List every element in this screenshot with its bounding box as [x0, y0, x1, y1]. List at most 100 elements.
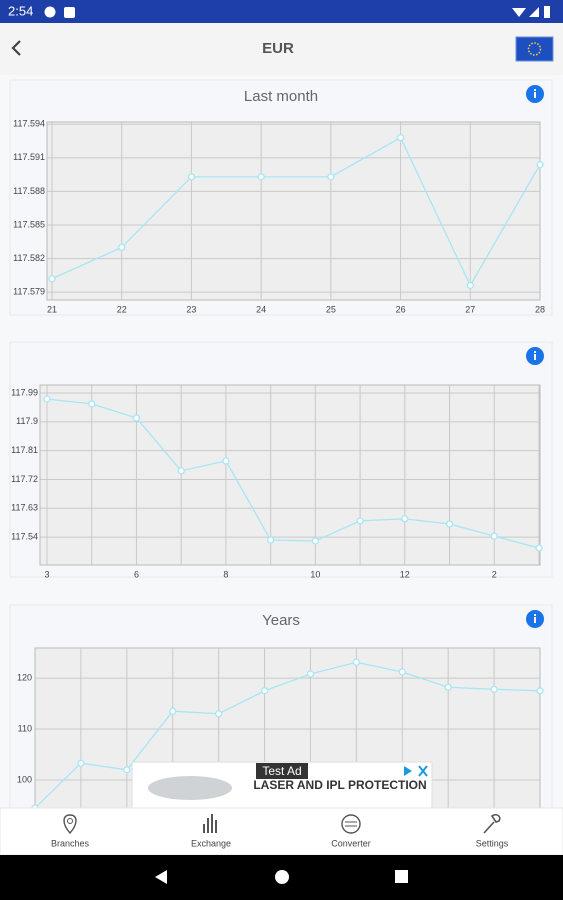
point: [266, 536, 275, 544]
y-tick-label: 117.63: [11, 503, 38, 513]
plot-border: [46, 121, 541, 301]
app-title: EUR: [262, 40, 294, 57]
point: [327, 173, 335, 181]
x-tick-label: 8: [223, 569, 228, 579]
flag-stars: [527, 42, 542, 56]
point: [444, 683, 452, 691]
point: [352, 658, 361, 666]
y-tick-label: 117.579: [13, 287, 45, 297]
nav-labels: Branches Exchange Converter Settings: [51, 838, 509, 848]
charts: Last month 117.579 117.582 117.585 117.588 11…: [11, 88, 545, 832]
y-tick-label: 117.99: [11, 387, 38, 397]
x-tick-label: 3: [44, 569, 49, 579]
info-button[interactable]: [526, 610, 544, 628]
nav-label[interactable]: Converter: [331, 838, 371, 848]
chart-title: Last month: [244, 88, 318, 105]
point: [48, 275, 56, 283]
battery-icon: [544, 6, 550, 18]
x-tick-label: 25: [326, 304, 336, 314]
point: [398, 668, 406, 676]
x-tick-label: 23: [186, 304, 196, 314]
point: [535, 544, 543, 552]
point: [118, 243, 126, 252]
point: [177, 467, 185, 475]
status-time: 2:54: [8, 3, 33, 18]
x-tick-label: 28: [535, 304, 545, 314]
nav-home[interactable]: [275, 870, 289, 884]
point: [490, 685, 498, 693]
plot-area: [47, 122, 540, 300]
nav-label[interactable]: Settings: [476, 838, 509, 848]
nav-icon: [63, 814, 77, 835]
status-icon: [64, 7, 75, 18]
x-tick-label: 22: [117, 304, 127, 314]
x-tick-label: 21: [47, 304, 57, 314]
point: [536, 160, 544, 169]
bottom-nav: [0, 807, 563, 856]
app-bar: [0, 23, 563, 75]
nav-icon: [483, 814, 501, 834]
point: [43, 395, 51, 403]
currency-flag[interactable]: [515, 36, 554, 62]
chart: Last month 117.579 117.582 117.585 117.588 11…: [13, 88, 545, 314]
point: [214, 710, 223, 718]
point: [401, 515, 409, 523]
ad-close[interactable]: [418, 765, 428, 777]
plot-border: [39, 384, 541, 566]
ad-choices[interactable]: [404, 766, 412, 776]
y-tick-label: 100: [17, 774, 32, 784]
ad-image: [148, 776, 232, 800]
y-tick-label: 117.591: [13, 152, 45, 162]
point: [132, 414, 141, 422]
ad-badge: Test Ad: [262, 764, 301, 778]
x-tick-label: 12: [400, 569, 410, 579]
chart: 117.54 117.63 117.72 117.81 117.9 117.99 3 6 8 10…: [11, 384, 543, 579]
signal-icon: [529, 7, 539, 17]
point: [77, 759, 85, 767]
ad-text: LASER AND IPL PROTECTION: [253, 778, 426, 792]
point: [466, 281, 474, 290]
x-tick-label: 24: [256, 304, 266, 314]
line: [51, 136, 541, 287]
chart-title: Years: [262, 612, 300, 629]
line: [34, 661, 541, 809]
nav-label[interactable]: Branches: [51, 838, 90, 848]
point: [311, 537, 320, 545]
x-tick-label: 27: [465, 304, 475, 314]
nav-label[interactable]: Exchange: [191, 838, 231, 848]
status-bar: [0, 0, 563, 23]
nav-recents[interactable]: [395, 870, 408, 883]
y-tick-label: 117.81: [11, 445, 38, 455]
wifi-icon: [512, 8, 526, 17]
point: [306, 670, 315, 678]
point: [396, 134, 405, 142]
point: [490, 532, 498, 540]
x-tick-label: 26: [396, 304, 406, 314]
point: [88, 400, 96, 408]
plot-area: [40, 385, 540, 565]
y-tick-label: 117.9: [16, 416, 38, 426]
y-tick-label: 117.72: [11, 474, 38, 484]
y-tick-label: 120: [17, 672, 32, 682]
y-tick-label: 117.585: [13, 219, 45, 229]
point: [187, 173, 196, 181]
point: [169, 707, 177, 715]
point: [536, 687, 544, 695]
point: [123, 766, 131, 774]
point: [260, 687, 269, 695]
x-tick-label: 6: [134, 569, 139, 579]
info-button[interactable]: [526, 347, 544, 365]
ad-badge-bg: [256, 763, 308, 779]
y-tick-label: 117.54: [11, 532, 38, 542]
status-icon: [44, 6, 56, 18]
nav-icon: [203, 814, 217, 833]
nav-back[interactable]: [155, 870, 167, 884]
x-tick-label: 10: [310, 569, 320, 579]
point: [257, 173, 265, 181]
info-button[interactable]: [526, 85, 544, 103]
point: [356, 517, 364, 525]
y-tick-label: 117.582: [13, 253, 45, 263]
back-button[interactable]: [11, 40, 21, 56]
line: [46, 398, 540, 549]
